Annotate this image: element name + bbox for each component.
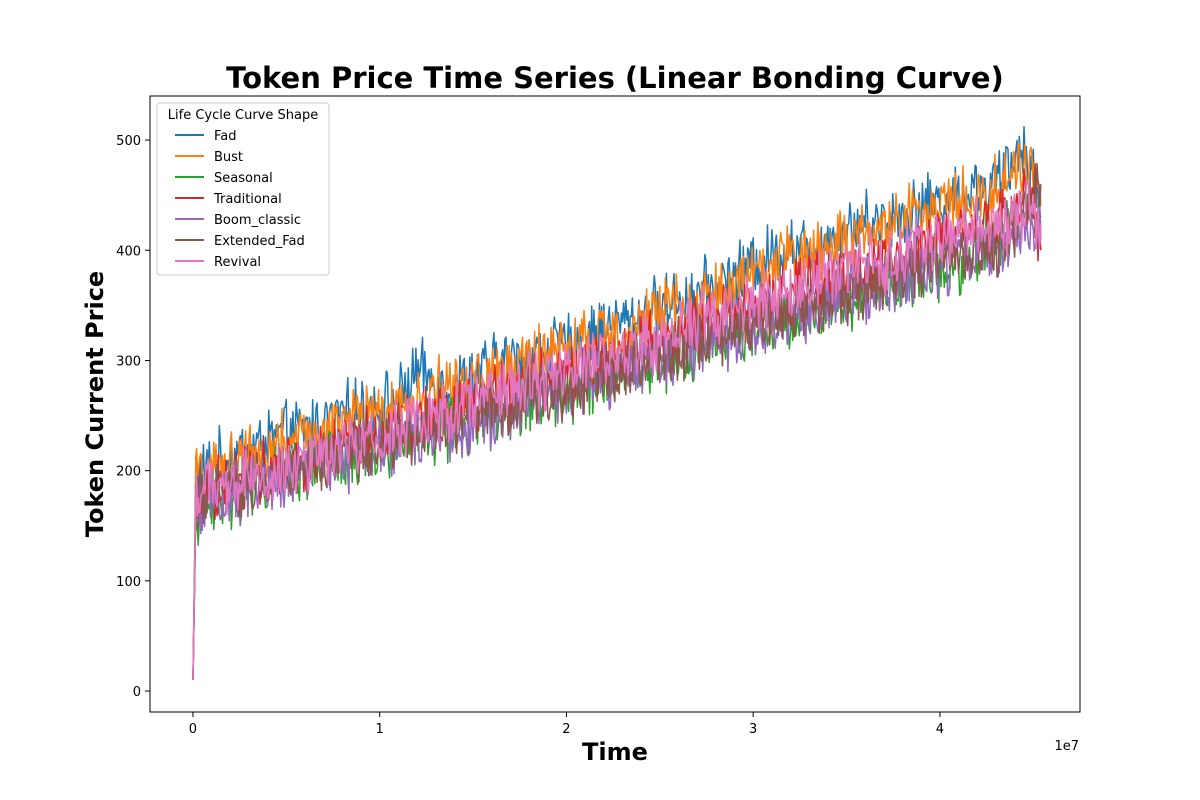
legend-title: Life Cycle Curve Shape: [168, 108, 318, 123]
y-tick-label: 300: [116, 354, 141, 369]
legend-entry-label: Seasonal: [214, 171, 273, 186]
legend-box: [156, 102, 330, 276]
chart-title: Token Price Time Series (Linear Bonding …: [226, 61, 1004, 95]
plot-series-group: [192, 125, 1042, 681]
x-tick-label: 3: [749, 722, 757, 737]
y-tick-label: 0: [133, 685, 141, 700]
y-axis-label: Token Current Price: [81, 271, 109, 537]
series-line-fad: [192, 125, 1042, 681]
y-axis: 0 100 200 300 400 500: [116, 134, 150, 700]
series-line-revival: [192, 180, 1042, 681]
x-tick-label: 1: [376, 722, 384, 737]
x-tick-label: 4: [936, 722, 944, 737]
legend: Life Cycle Curve Shape Fad Bust Seasonal Tr…: [156, 102, 330, 276]
x-axis-label: Time: [582, 738, 648, 766]
plot-area-frame: [149, 95, 1081, 713]
y-tick-label: 500: [116, 134, 141, 149]
legend-entry-label: Bust: [214, 150, 243, 165]
legend-entry-label: Fad: [214, 129, 237, 144]
x-axis-offset-label: 1e7: [1054, 739, 1079, 754]
y-tick-label: 100: [116, 575, 141, 590]
x-axis: 0 1 2 3 4: [189, 712, 944, 737]
legend-entry-label: Revival: [214, 255, 261, 270]
x-tick-label: 2: [562, 722, 570, 737]
legend-entry-label: Traditional: [213, 192, 282, 207]
y-tick-label: 200: [116, 465, 141, 480]
y-tick-label: 400: [116, 244, 141, 259]
x-tick-label: 0: [189, 722, 197, 737]
legend-entries: Fad Bust Seasonal Traditional Boom_classic Ex…: [175, 129, 305, 270]
legend-entry-label: Extended_Fad: [214, 234, 305, 249]
series-line-extended-fad: [192, 162, 1042, 681]
series-line-bust: [192, 142, 1042, 681]
legend-entry-label: Boom_classic: [214, 213, 301, 228]
